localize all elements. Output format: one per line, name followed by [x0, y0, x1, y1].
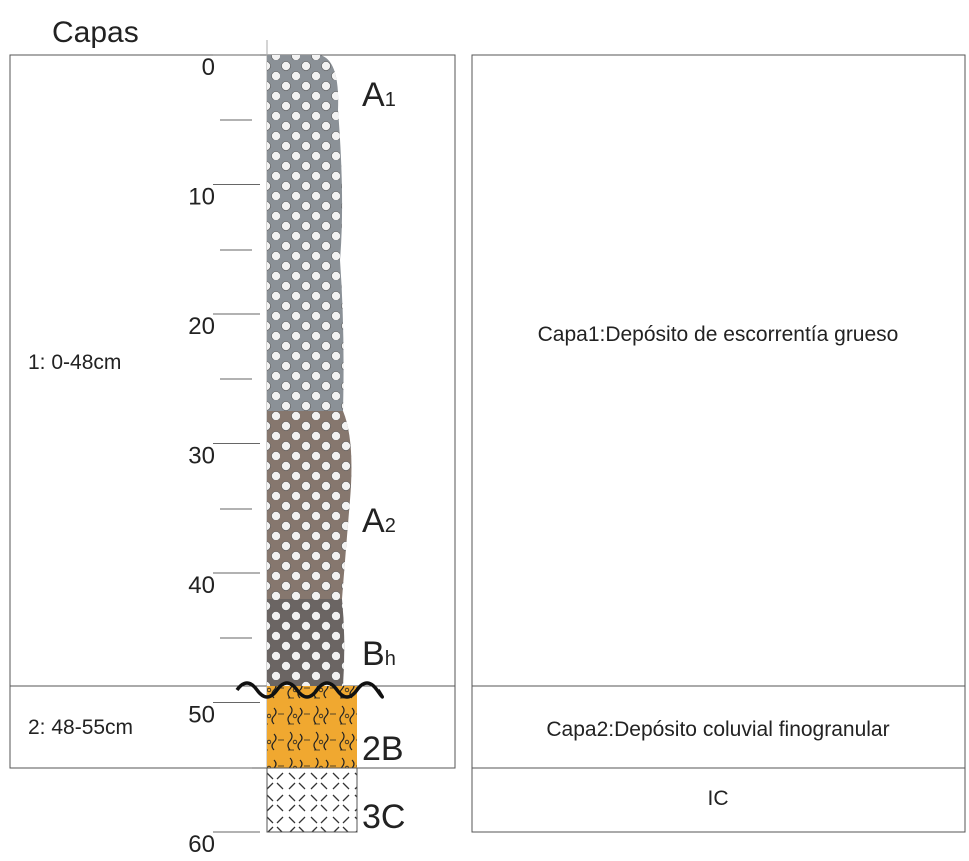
horizon-main: B — [362, 635, 385, 673]
layer-3c — [267, 768, 357, 832]
depth-label: 50 — [188, 702, 215, 729]
right-frame — [472, 55, 965, 832]
depth-label: 20 — [188, 313, 215, 340]
horizon-sub: h — [385, 648, 396, 670]
horizon-main: 3C — [362, 798, 405, 836]
horizon-sub: 2 — [385, 515, 396, 537]
depth-label: 40 — [188, 572, 215, 599]
layer-label: 2: 48-55cm — [28, 716, 133, 739]
title: Capas — [52, 16, 139, 49]
horizon-label: 3C — [362, 798, 405, 836]
layer-label: 1: 0-48cm — [28, 351, 121, 374]
depth-label: 10 — [188, 184, 215, 211]
stratigraphic-column: Capas 1: 0-48cm 2: 48-55cm Capa1:Depósit… — [0, 0, 969, 861]
layer-2b-pattern — [267, 686, 357, 768]
layer-bh-pattern — [267, 599, 344, 686]
layer-a2-pattern — [267, 411, 351, 599]
horizon-main: A — [362, 76, 385, 114]
horizon-sub: 1 — [385, 89, 396, 111]
frames — [10, 40, 965, 832]
depth-label: 0 — [202, 54, 215, 81]
horizon-main: 2B — [362, 730, 404, 768]
horizon-label: A1 — [362, 76, 396, 114]
page: {"title": "Capas", "depth_scale": {"tick… — [0, 0, 969, 861]
depth-label: 60 — [188, 831, 215, 858]
layer-description: Capa1:Depósito de escorrentía grueso — [538, 323, 899, 346]
horizon-label: Bh — [362, 635, 396, 673]
layer-description: IC — [708, 787, 729, 810]
layer-a1-pattern — [267, 55, 344, 411]
depth-label: 30 — [188, 443, 215, 470]
horizon-label: A2 — [362, 502, 396, 540]
horizon-label: 2B — [362, 730, 404, 768]
layer-description: Capa2:Depósito coluvial finogranular — [546, 718, 889, 741]
horizon-main: A — [362, 502, 385, 540]
